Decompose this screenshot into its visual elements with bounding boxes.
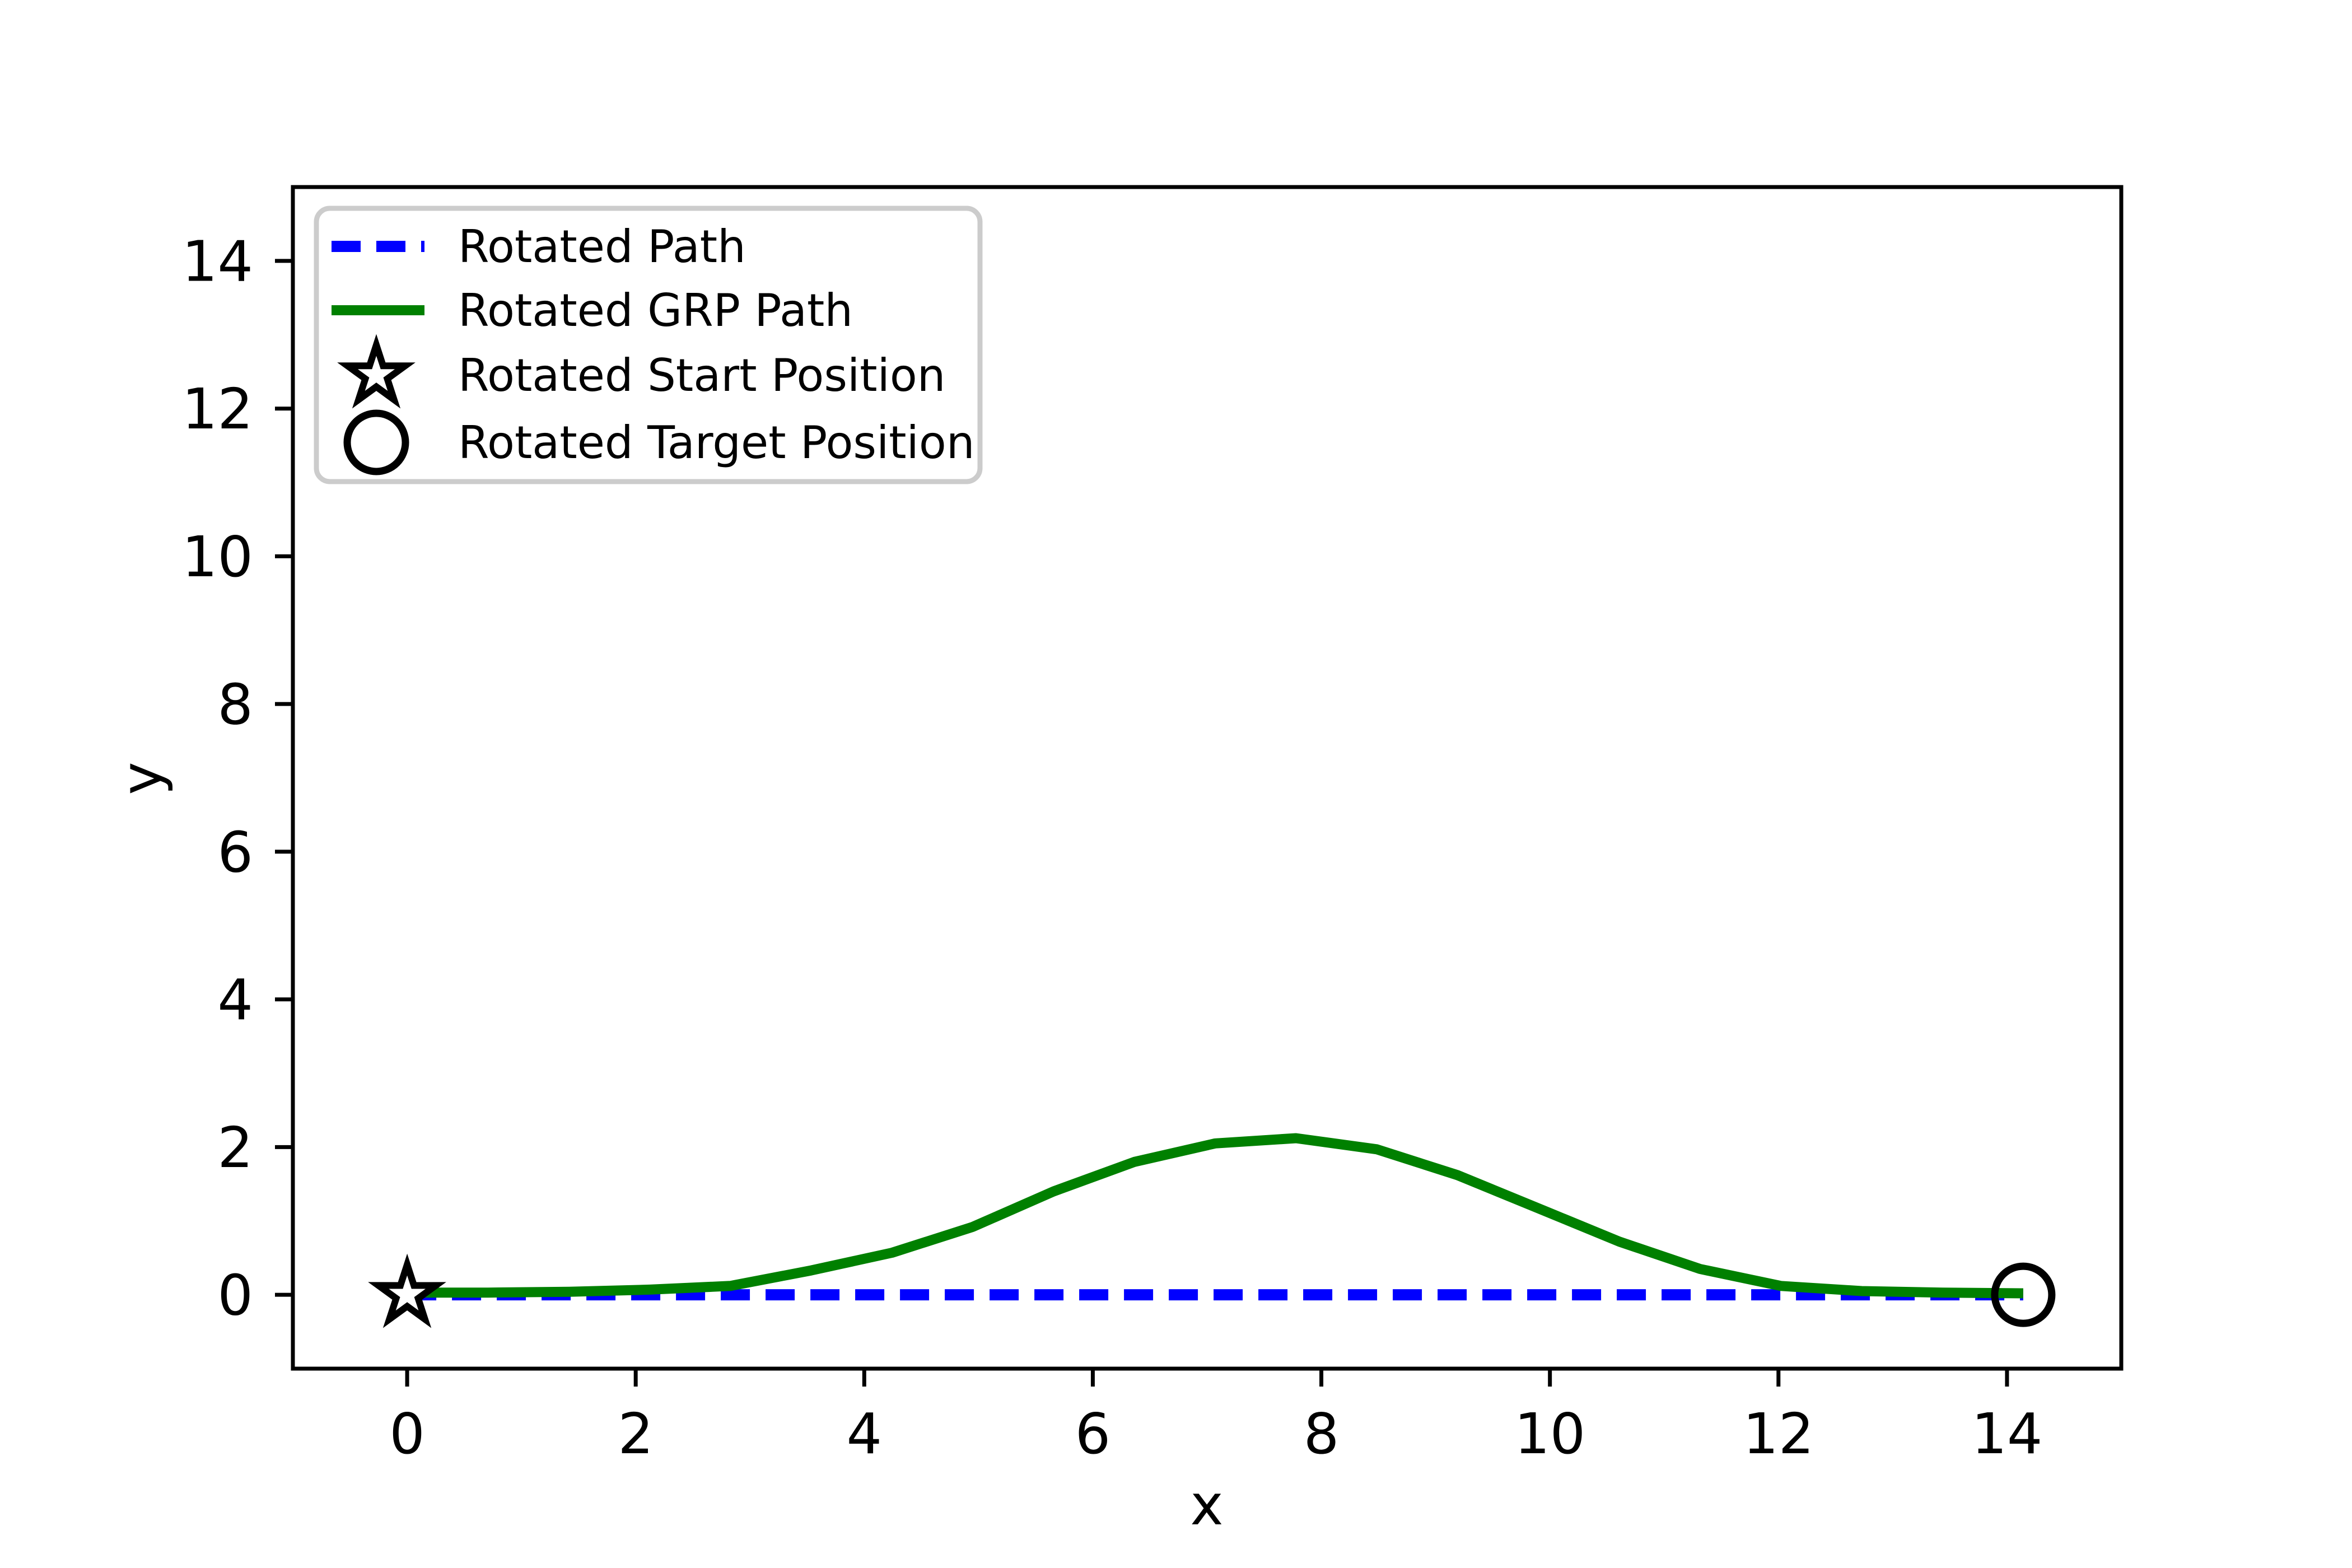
x-axis-ticks: 0 2 4 6 8 10 12 14: [389, 1369, 2043, 1467]
star-marker: [368, 1253, 446, 1328]
y-tick-label: 0: [217, 1263, 253, 1328]
y-axis-label: y: [109, 762, 174, 795]
legend-label-rotated-path: Rotated Path: [458, 221, 746, 273]
x-axis-label: x: [1190, 1472, 1223, 1538]
legend-items: Rotated Path Rotated GRP Path Rotated Star…: [332, 221, 975, 475]
legend-label-rotated-grp-path: Rotated GRP Path: [458, 284, 853, 337]
x-tick-label: 10: [1514, 1401, 1585, 1467]
legend-box: [314, 206, 983, 484]
legend-circle-icon: [343, 409, 409, 475]
y-axis-ticks: 0 2 4 6 8 10 12 14: [182, 228, 293, 1328]
y-tick-label: 12: [182, 376, 253, 442]
x-tick-label: 8: [1304, 1401, 1340, 1467]
series-rotated-grp-path: [407, 1133, 2023, 1299]
x-tick-label: 14: [1971, 1401, 2042, 1467]
x-tick-label: 4: [847, 1401, 883, 1467]
x-tick-label: 6: [1075, 1401, 1111, 1467]
y-tick-label: 8: [217, 672, 253, 738]
y-tick-label: 6: [217, 819, 253, 885]
x-tick-label: 0: [389, 1401, 425, 1467]
y-tick-label: 2: [217, 1115, 253, 1180]
y-tick-label: 10: [182, 524, 253, 590]
plot-border: [291, 185, 2124, 1371]
y-tick-label: 4: [217, 967, 253, 1033]
legend-star-icon: [337, 334, 416, 409]
legend-label-rotated-start-position: Rotated Start Position: [458, 349, 945, 402]
legend-label-rotated-target-position: Rotated Target Position: [458, 417, 975, 469]
marker-group: [368, 1253, 2056, 1328]
x-tick-label: 2: [618, 1401, 654, 1467]
x-tick-label: 12: [1743, 1401, 1814, 1467]
legend: Rotated Path Rotated GRP Path Rotated Star…: [314, 206, 983, 484]
series-group: [407, 1133, 2023, 1301]
y-tick-label: 14: [182, 228, 253, 294]
circle-marker: [1991, 1262, 2056, 1327]
